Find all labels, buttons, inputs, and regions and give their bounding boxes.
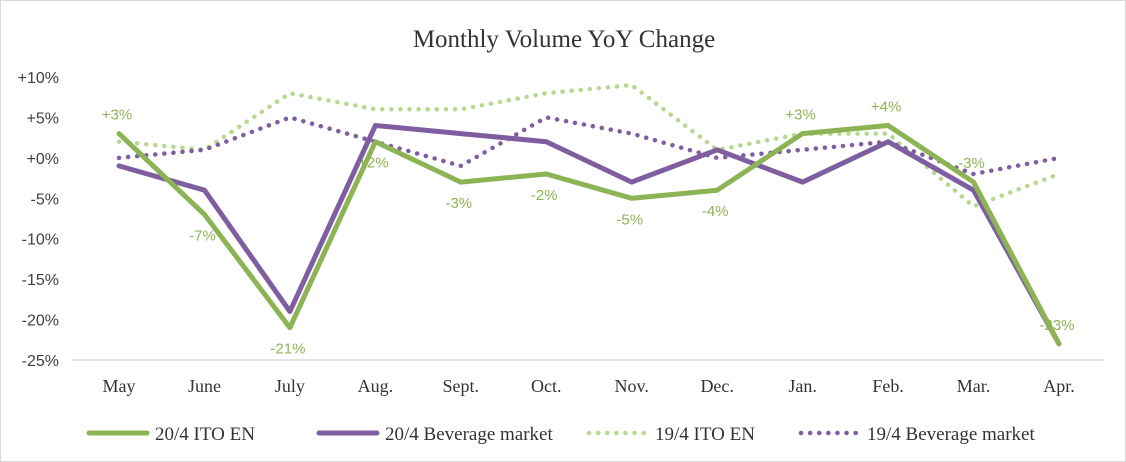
y-tick-label: -10% — [22, 232, 59, 249]
data-labels: +3% -7% -21% +2% -3% -2% -5% -4% +3% +4% -3% -23% — [102, 99, 1075, 358]
x-tick-label: Feb. — [872, 376, 904, 396]
data-label: -4% — [702, 203, 729, 220]
x-tick-label: Dec. — [700, 376, 733, 396]
series-line-1 — [116, 123, 1062, 347]
y-tick-label: -20% — [22, 313, 59, 330]
y-tick-label: +10% — [18, 70, 59, 87]
x-tick-label: July — [275, 376, 305, 396]
series-line-3 — [116, 115, 1062, 177]
data-label: -5% — [616, 211, 643, 228]
y-axis-ticks: +10% +5% +0% -5% -10% -15% -20% -25% — [18, 70, 59, 370]
legend: 20/4 ITO EN 20/4 Beverage market 19/4 ITO … — [86, 424, 1035, 445]
legend-label-0: 20/4 ITO EN — [155, 424, 255, 445]
x-tick-label: Jan. — [788, 376, 817, 396]
data-label: -7% — [189, 227, 216, 244]
x-tick-label: May — [103, 376, 136, 396]
data-label: -23% — [1039, 317, 1074, 334]
x-tick-label: Nov. — [615, 376, 649, 396]
y-tick-label: -5% — [31, 191, 59, 208]
data-label: +4% — [871, 99, 901, 116]
series-line-2 — [116, 82, 1062, 209]
data-label: -2% — [531, 187, 558, 204]
legend-label-1: 20/4 Beverage market — [385, 424, 553, 445]
y-tick-label: +5% — [27, 110, 59, 127]
x-tick-label: Apr. — [1043, 376, 1075, 396]
data-label: -3% — [958, 155, 985, 172]
x-axis-ticks: May June July Aug. Sept. Oct. Nov. Dec. Jan. Feb.… — [103, 376, 1075, 396]
series-line-0 — [116, 123, 1062, 347]
data-label: +3% — [102, 107, 132, 124]
legend-label-3: 19/4 Beverage market — [867, 424, 1035, 445]
legend-label-2: 19/4 ITO EN — [655, 424, 755, 445]
data-label: +2% — [358, 155, 388, 172]
chart-title: Monthly Volume YoY Change — [413, 26, 715, 53]
y-tick-label: -25% — [22, 353, 59, 370]
data-label: -3% — [445, 195, 472, 212]
y-tick-label: -15% — [22, 272, 59, 289]
x-tick-label: June — [188, 376, 221, 396]
x-tick-label: Aug. — [358, 376, 394, 396]
x-tick-label: Mar. — [957, 376, 991, 396]
data-label: +3% — [785, 107, 815, 124]
x-tick-label: Oct. — [531, 376, 562, 396]
series-lines — [116, 82, 1062, 347]
data-label: -21% — [270, 341, 305, 358]
x-tick-label: Sept. — [443, 376, 480, 396]
y-tick-label: +0% — [27, 151, 59, 168]
